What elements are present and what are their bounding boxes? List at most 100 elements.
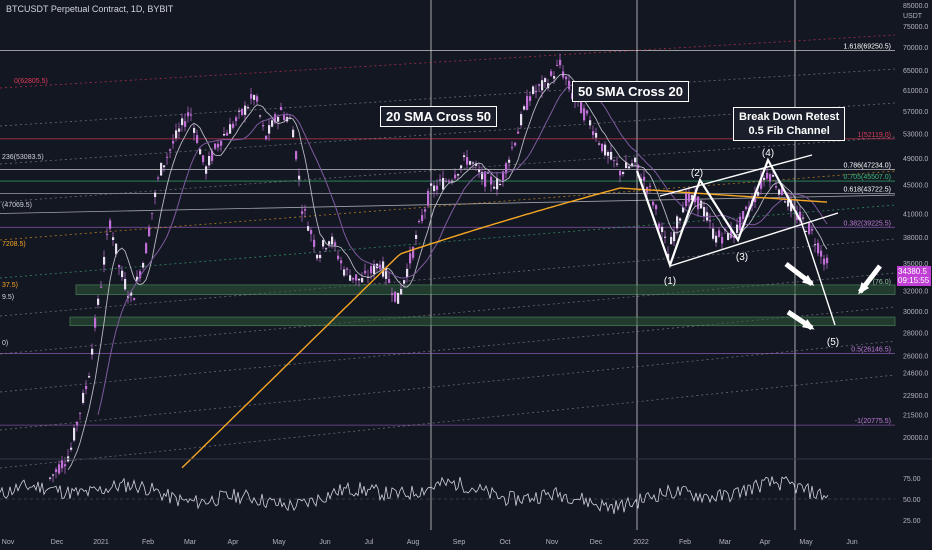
candle-body — [157, 177, 160, 179]
candle-body — [565, 76, 568, 80]
y-tick-label: 61000.0 — [903, 88, 928, 95]
candle-body — [145, 243, 148, 254]
candle-body — [802, 217, 805, 219]
axis-unit: USDT — [903, 13, 923, 20]
candle-body — [424, 209, 427, 212]
candle-body — [337, 255, 340, 260]
candle-body — [442, 178, 445, 190]
candle-body — [586, 110, 589, 114]
candle-body — [373, 264, 376, 274]
candle-body — [709, 220, 712, 222]
candle-body — [295, 151, 298, 160]
candle-body — [115, 243, 118, 255]
candle-body — [568, 80, 571, 89]
candle-body — [313, 239, 316, 247]
candle-body — [655, 205, 658, 210]
wedge-lower-line — [669, 212, 839, 267]
candle-body — [130, 292, 133, 296]
y-tick-label: 57000.0 — [903, 109, 928, 116]
candle-body — [694, 193, 697, 203]
candle-body — [805, 231, 808, 233]
candle-body — [265, 135, 268, 140]
y-tick-label: 53000.0 — [903, 132, 928, 139]
candle-body — [352, 277, 355, 280]
x-tick-label: Apr — [760, 539, 772, 546]
last-price-value: 34380.5 — [898, 267, 927, 276]
candle-body — [712, 228, 715, 239]
candle-body — [604, 144, 607, 156]
candle-body — [169, 149, 172, 151]
candle-body — [340, 260, 343, 264]
y-tick-label: 70000.0 — [903, 45, 928, 52]
candle-body — [517, 131, 520, 134]
annotation-break-down-line1: Break Down Retest — [739, 111, 840, 123]
candle-body — [121, 270, 124, 278]
candle-body — [670, 236, 673, 245]
fib-label-left-4: 37.5) — [2, 282, 18, 289]
candle-body — [91, 348, 94, 355]
candle-body — [220, 140, 223, 146]
candle-body — [346, 268, 349, 270]
candle-body — [274, 114, 277, 123]
x-tick-label: Nov — [546, 539, 559, 546]
candle-body — [250, 94, 253, 99]
candle-body — [643, 176, 646, 181]
channel-line-0 — [0, 34, 896, 89]
candle-body — [811, 228, 814, 231]
candle-body — [103, 256, 106, 265]
rsi-tick-label: 50.00 — [903, 497, 921, 504]
candle-body — [658, 223, 661, 229]
candle-body — [718, 230, 721, 237]
candle-body — [316, 254, 319, 259]
candle-body — [175, 130, 178, 139]
annotation-50-sma-cross-20[interactable]: 50 SMA Cross 20 — [572, 81, 690, 102]
candle-body — [400, 288, 403, 295]
candle-body — [439, 179, 442, 181]
candle-body — [124, 278, 127, 290]
fib-label-left-5: 9.5) — [2, 294, 14, 301]
candle-body — [358, 278, 361, 281]
y-tick-label: 24600.0 — [903, 371, 928, 378]
channel-line-9 — [0, 340, 896, 431]
candle-body — [466, 157, 469, 165]
candle-body — [820, 250, 823, 257]
candle-body — [523, 106, 526, 110]
sma-200-line — [181, 187, 828, 469]
y-tick-label: 20000.0 — [903, 435, 928, 442]
candle-body — [544, 78, 547, 83]
candle-body — [142, 262, 145, 268]
candle-body — [772, 174, 775, 177]
candle-body — [460, 165, 463, 169]
candle-body — [472, 162, 475, 164]
candle-body — [760, 177, 763, 189]
annotation-break-down-retest[interactable]: Break Down Retest 0.5 Fib Channel — [733, 107, 846, 141]
candle-body — [385, 267, 388, 279]
wave-label-3: (3) — [736, 252, 748, 263]
candle-body — [397, 292, 400, 304]
candle-body — [784, 201, 787, 203]
candle-body — [508, 159, 511, 163]
candle-body — [217, 143, 220, 148]
candle-body — [268, 125, 271, 134]
wedge-upper-line — [659, 154, 813, 197]
fib-level-line-extra — [0, 194, 896, 214]
candle-body — [235, 117, 238, 122]
candle-body — [580, 100, 583, 114]
x-tick-label: Dec — [51, 539, 64, 546]
candle-body — [334, 242, 337, 246]
candle-body — [421, 215, 424, 221]
candle-body — [634, 157, 637, 163]
candle-body — [202, 155, 205, 163]
candle-body — [817, 242, 820, 254]
candle-body — [325, 248, 328, 250]
x-tick-label: Feb — [142, 539, 154, 546]
annotation-20-sma-cross-50[interactable]: 20 SMA Cross 50 — [380, 106, 498, 127]
wave-label-2: (2) — [691, 168, 703, 179]
candle-body — [391, 293, 394, 296]
candle-body — [727, 233, 730, 240]
fib-label-right-0: 1.618(69250.5) — [844, 43, 891, 50]
candle-body — [82, 392, 85, 403]
candle-body — [487, 172, 490, 174]
candle-body — [226, 132, 229, 136]
